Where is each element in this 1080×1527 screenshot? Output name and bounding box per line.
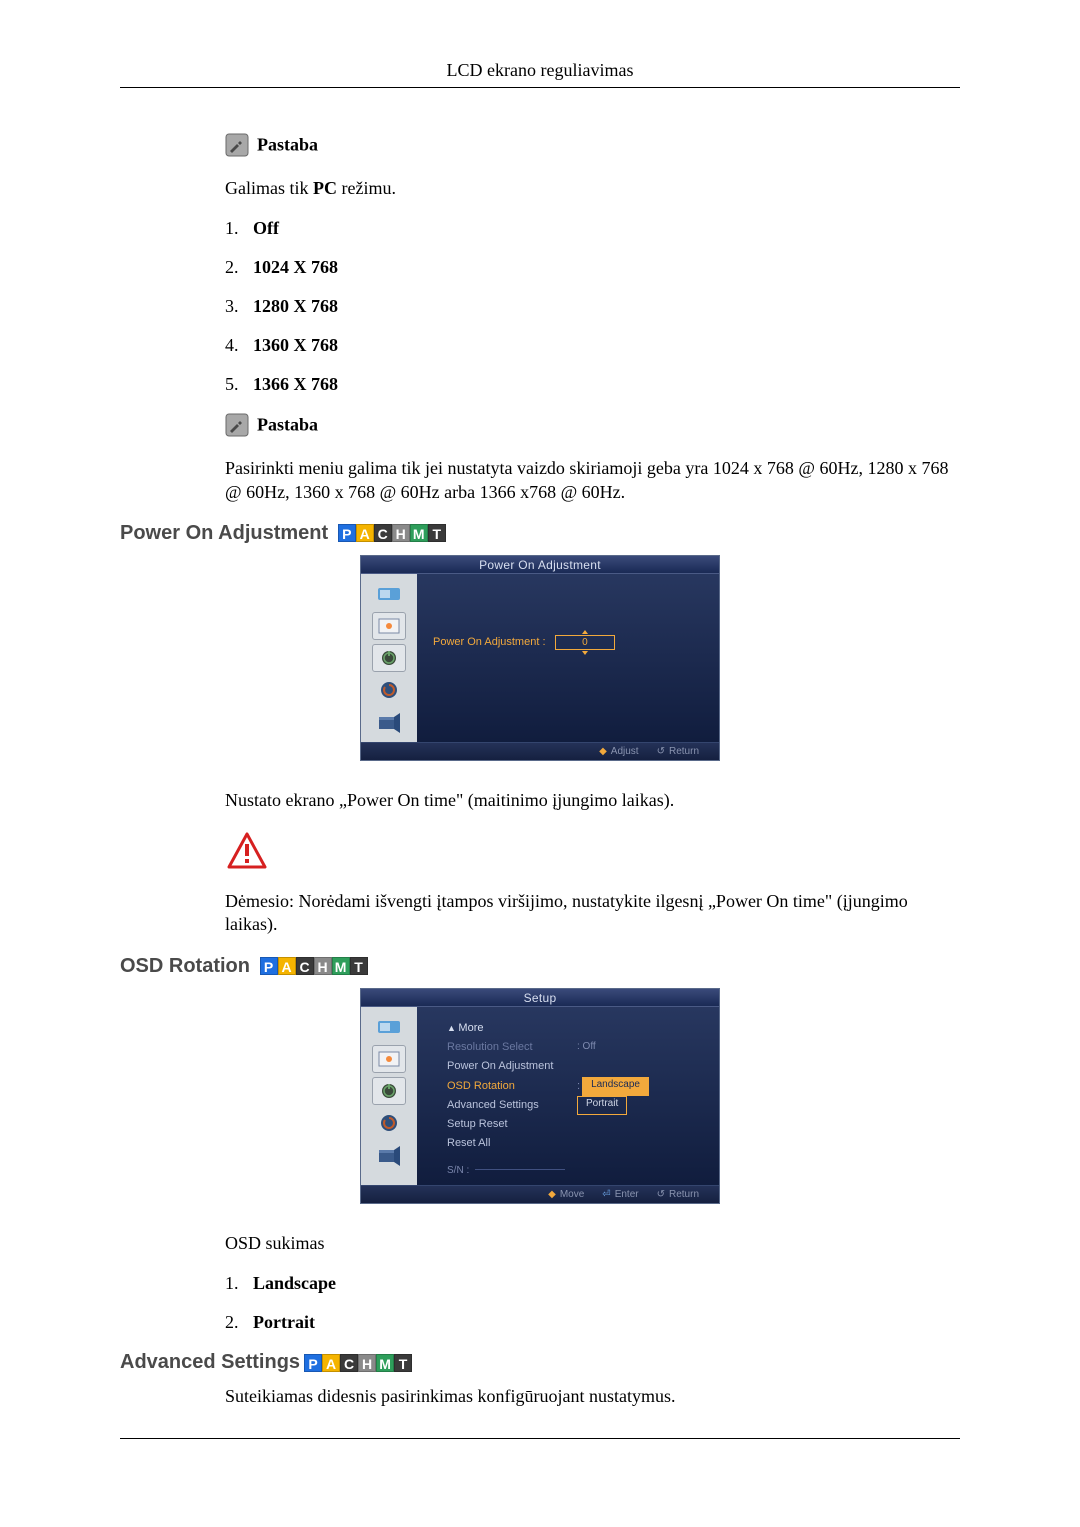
badge-a-icon: A [278, 957, 296, 975]
footer-enter: ⏎Enter [602, 1189, 638, 1200]
serial-number: S/N : [447, 1162, 709, 1180]
pacmt-badges: PACHMT [260, 955, 368, 978]
side-icon-1[interactable] [372, 1013, 406, 1041]
osd-footer: ◆Move ⏎Enter ↺Return [361, 1185, 719, 1203]
note-icon [225, 413, 249, 437]
option-portrait[interactable]: Portrait [577, 1096, 627, 1115]
section-heading-power-on: Power On Adjustment PACHMT [120, 522, 960, 545]
osd-title: Power On Adjustment [361, 556, 719, 574]
badge-t-icon: T [350, 957, 368, 975]
poa-label: Power On Adjustment : [433, 636, 546, 648]
footer-adjust: ◆Adjust [599, 746, 639, 757]
advanced-settings-desc: Suteikiamas didesnis pasirinkimas konfig… [225, 1385, 960, 1408]
list-item: 4.1360 X 768 [225, 335, 960, 356]
menu-resolution-select[interactable]: Resolution Select: Off [447, 1038, 709, 1057]
note-label: Pastaba [257, 415, 318, 435]
note-label: Pastaba [257, 135, 318, 155]
list-item: 1.Landscape [225, 1273, 960, 1294]
side-icon-3[interactable] [372, 1077, 406, 1105]
menu-osd-rotation[interactable]: OSD Rotation : Landscape [447, 1077, 709, 1096]
badge-c-icon: C [340, 1354, 358, 1372]
side-icon-4[interactable] [372, 676, 406, 704]
footer-return: ↺Return [657, 746, 699, 757]
side-icon-5[interactable] [372, 708, 406, 736]
page-header: LCD ekrano reguliavimas [120, 60, 960, 88]
osd-rotation-desc: OSD sukimas [225, 1232, 960, 1255]
note-block-1: Pastaba [225, 133, 960, 157]
menu-power-on-adjustment[interactable]: Power On Adjustment [447, 1057, 709, 1076]
resolution-list: 1.Off 2.1024 X 768 3.1280 X 768 4.1360 X… [225, 218, 960, 395]
badge-p-icon: P [260, 957, 278, 975]
note2-text: Pasirinkti meniu galima tik jei nustatyt… [225, 457, 960, 504]
badge-p-icon: P [338, 524, 356, 542]
power-on-desc: Nustato ekrano „Power On time" (maitinim… [225, 789, 960, 812]
osd-panel-setup: Setup More Resolution Select: Off Power … [360, 988, 720, 1204]
badge-a-icon: A [356, 524, 374, 542]
badge-t-icon: T [428, 524, 446, 542]
footer-move: ◆Move [548, 1189, 584, 1200]
badge-p-icon: P [304, 1354, 322, 1372]
note-icon [225, 133, 249, 157]
badge-h-icon: H [392, 524, 410, 542]
option-landscape[interactable]: Landscape [582, 1077, 649, 1096]
poa-value-box[interactable]: 0 [555, 635, 615, 650]
pacmt-badges: PACHMT [304, 1352, 412, 1375]
menu-setup-reset[interactable]: Setup Reset [447, 1115, 709, 1134]
osd-rotation-list: 1.Landscape 2.Portrait [225, 1273, 960, 1333]
side-icon-4[interactable] [372, 1109, 406, 1137]
osd-footer: ◆Adjust ↺Return [361, 742, 719, 760]
badge-h-icon: H [358, 1354, 376, 1372]
side-icon-2[interactable] [372, 1045, 406, 1073]
list-item: 2.Portrait [225, 1312, 960, 1333]
badge-h-icon: H [314, 957, 332, 975]
note1-text: Galimas tik PC režimu. [225, 177, 960, 200]
side-icon-1[interactable] [372, 580, 406, 608]
osd-content: Power On Adjustment : 0 [417, 574, 719, 742]
osd-side-icons [361, 1007, 417, 1185]
pacmt-badges: PACHMT [338, 522, 446, 545]
section-heading-advanced-settings: Advanced Settings PACHMT [120, 1351, 960, 1374]
list-item: 5.1366 X 768 [225, 374, 960, 395]
osd-side-icons [361, 574, 417, 742]
osd-panel-power-on: Power On Adjustment Power On Adjustment … [360, 555, 720, 761]
badge-t-icon: T [394, 1354, 412, 1372]
badge-c-icon: C [296, 957, 314, 975]
side-icon-5[interactable] [372, 1141, 406, 1169]
section-heading-osd-rotation: OSD Rotation PACHMT [120, 955, 960, 978]
list-item: 1.Off [225, 218, 960, 239]
badge-c-icon: C [374, 524, 392, 542]
list-item: 2.1024 X 768 [225, 257, 960, 278]
note-block-2: Pastaba [225, 413, 960, 437]
badge-m-icon: M [376, 1354, 394, 1372]
menu-more[interactable]: More [447, 1019, 709, 1038]
osd-title: Setup [361, 989, 719, 1007]
footer-return: ↺Return [657, 1189, 699, 1200]
osd-content: More Resolution Select: Off Power On Adj… [417, 1007, 719, 1185]
power-on-warning: Dėmesio: Norėdami išvengti įtampos virši… [225, 890, 960, 937]
side-icon-3[interactable] [372, 644, 406, 672]
badge-m-icon: M [410, 524, 428, 542]
list-item: 3.1280 X 768 [225, 296, 960, 317]
menu-reset-all[interactable]: Reset All [447, 1134, 709, 1153]
side-icon-2[interactable] [372, 612, 406, 640]
warning-icon [225, 831, 960, 876]
menu-advanced-settings[interactable]: Advanced Settings Portrait [447, 1096, 709, 1115]
badge-a-icon: A [322, 1354, 340, 1372]
bottom-rule [120, 1438, 960, 1439]
badge-m-icon: M [332, 957, 350, 975]
